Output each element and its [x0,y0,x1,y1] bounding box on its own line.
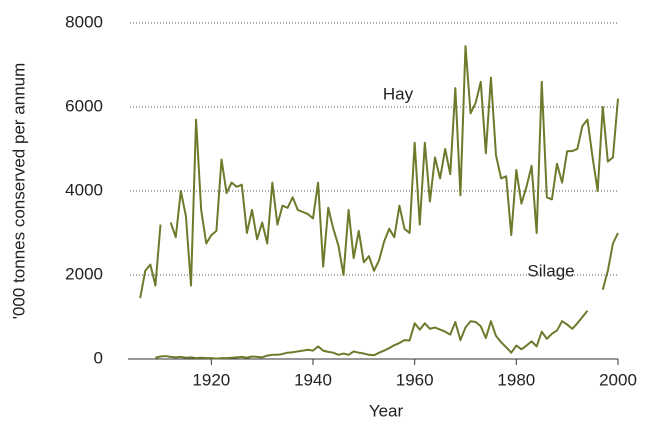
x-tick-label: 1920 [192,370,230,389]
x-tick-label: 1940 [294,370,332,389]
y-tick-label: 6000 [65,96,103,115]
x-tick-label: 1980 [497,370,535,389]
y-tick-label: 8000 [65,12,103,31]
series-label: Hay [383,84,414,103]
data-line [155,232,619,360]
y-tick-label: 4000 [65,180,103,199]
x-axis-label: Year [369,401,404,420]
x-tick-label: 2000 [599,370,637,389]
x-tick-label: 1960 [396,370,434,389]
data-line [139,45,619,299]
y-tick-label: 2000 [65,264,103,283]
series-label: Silage [527,261,574,280]
y-tick-label: 0 [94,348,103,367]
y-axis-label: '000 tonnes conserved per annum [9,63,28,320]
